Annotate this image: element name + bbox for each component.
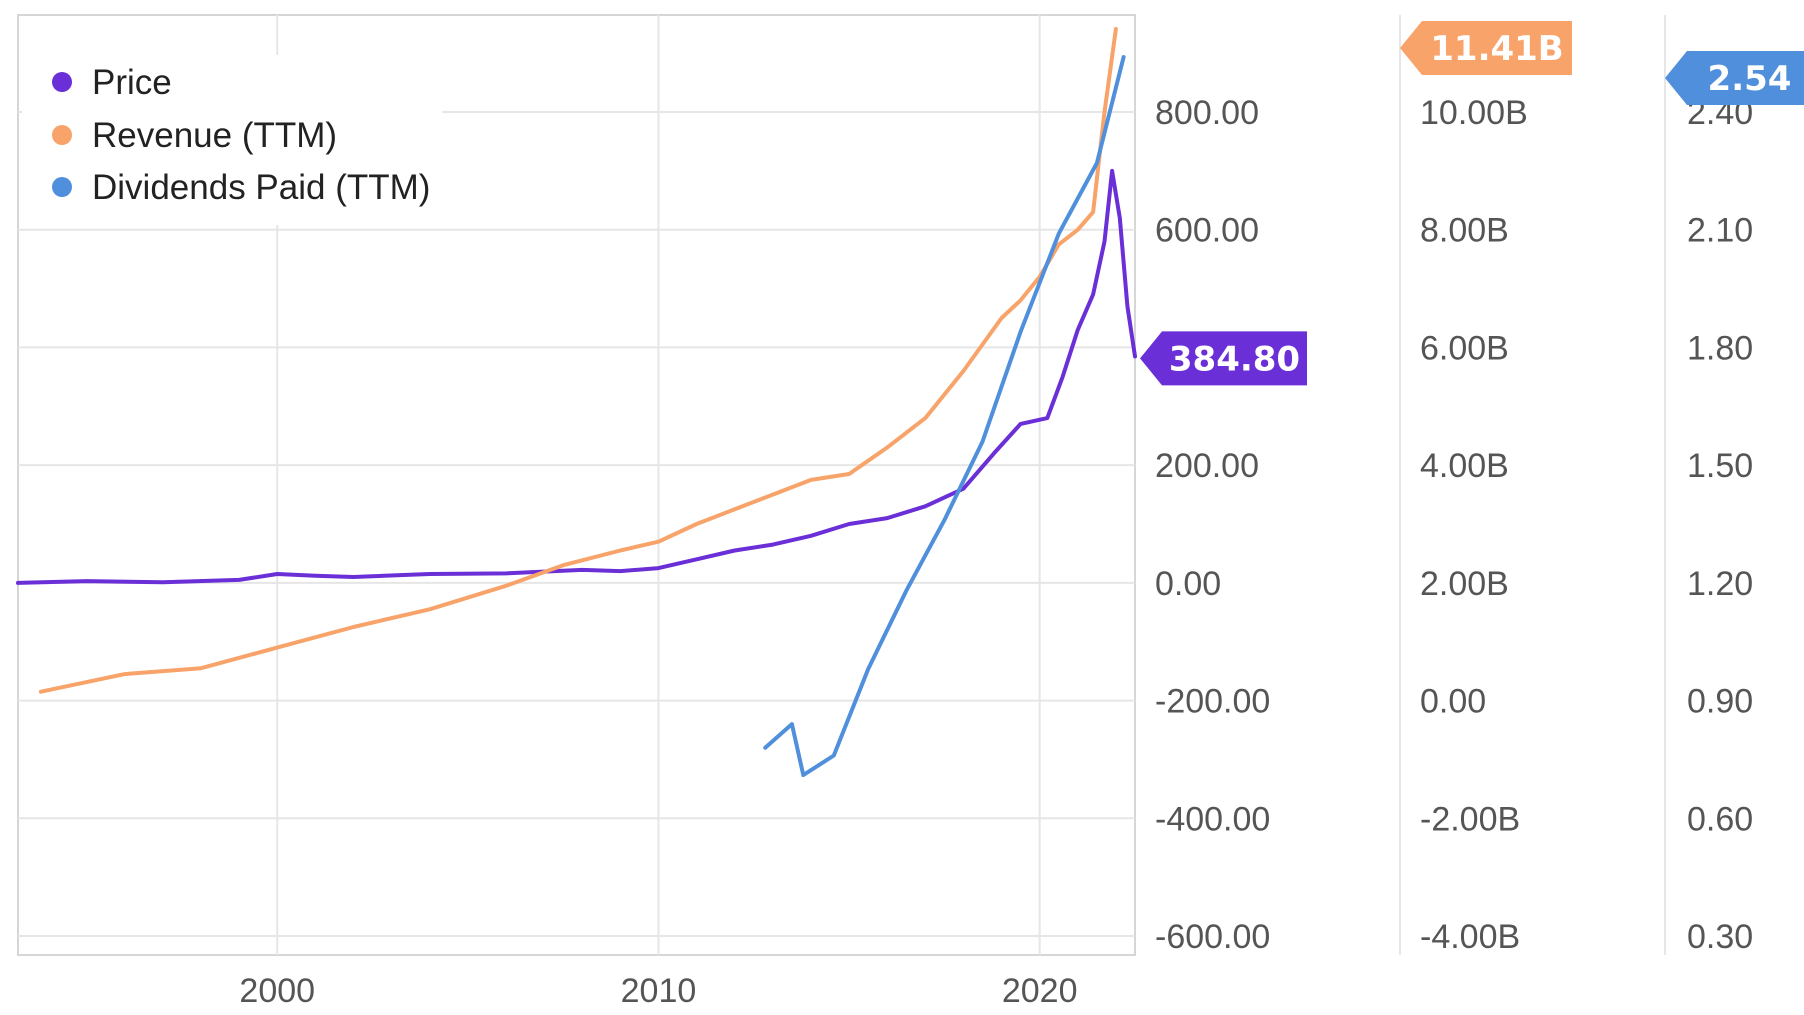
y-tick-label-revenue: 2.00B [1420,565,1509,603]
legend-entry-price: Price [92,63,172,102]
series-line-revenue-ttm [38,27,1118,694]
y-tick-label-revenue: 8.00B [1420,212,1509,250]
revenue-last-value-tag-shape [1400,21,1572,75]
legend-marker-dividends [52,177,72,197]
plot-frame [17,14,1136,956]
legend-entry-dividends: Dividends Paid (TTM) [92,168,430,207]
revenue-last-value-tag-label: 11.41B [1430,29,1563,69]
y-tick-label-revenue: 0.00 [1420,683,1486,721]
dividends-last-value-tag-label: 2.54 [1708,59,1792,99]
price-last-value-tag-label: 384.80 [1169,339,1300,379]
y-tick-label-revenue: 10.00B [1420,94,1528,132]
y-tick-label-price: -200.00 [1155,683,1270,721]
dividends-last-value-tag-shape [1665,51,1804,105]
y-tick-label-price: 800.00 [1155,94,1259,132]
x-tick-label: 2020 [1002,972,1078,1010]
y-tick-label-price: -600.00 [1155,918,1270,956]
revenue-last-value-tag: 11.41B [1400,21,1572,75]
y-tick-label-revenue: 6.00B [1420,329,1509,367]
series-line-price [16,168,1137,585]
y-tick-label-price: 600.00 [1155,212,1259,250]
legend-marker-revenue [52,125,72,145]
legend-background [22,55,442,225]
y-tick-label-price: 0.00 [1155,565,1221,603]
y-tick-label-dividends: 1.50 [1687,447,1753,485]
series-line-dividends-paid-ttm [763,55,1126,778]
y-tick-label-dividends: 0.90 [1687,683,1753,721]
y-tick-label-dividends: 0.30 [1687,918,1753,956]
y-tick-label-price: 200.00 [1155,447,1259,485]
legend: Price Revenue (TTM) Dividends Paid (TTM) [22,55,442,225]
axes: 200020102020800.00600.00400.00200.000.00… [239,94,1753,1010]
legend-marker-price [52,72,72,92]
y-tick-label-price: -400.00 [1155,800,1270,838]
y-tick-label-revenue: -4.00B [1420,918,1520,956]
y-tick-label-revenue: -2.00B [1420,800,1520,838]
legend-entry-revenue: Revenue (TTM) [92,116,337,155]
dividends-last-value-tag: 2.54 [1665,51,1804,105]
y-tick-label-dividends: 2.10 [1687,212,1753,250]
x-tick-label: 2010 [621,972,697,1010]
price-last-value-tag: 384.80 [1140,331,1307,386]
series-lines [16,27,1137,778]
x-tick-label: 2000 [239,972,315,1010]
last-value-tags: 384.80 11.41B 2.54 [1140,21,1804,386]
price-last-value-tag-shape [1140,331,1307,386]
y-tick-label-dividends: 1.80 [1687,329,1753,367]
y-tick-label-dividends: 0.60 [1687,800,1753,838]
y-tick-label-dividends: 1.20 [1687,565,1753,603]
y-tick-label-revenue: 4.00B [1420,447,1509,485]
